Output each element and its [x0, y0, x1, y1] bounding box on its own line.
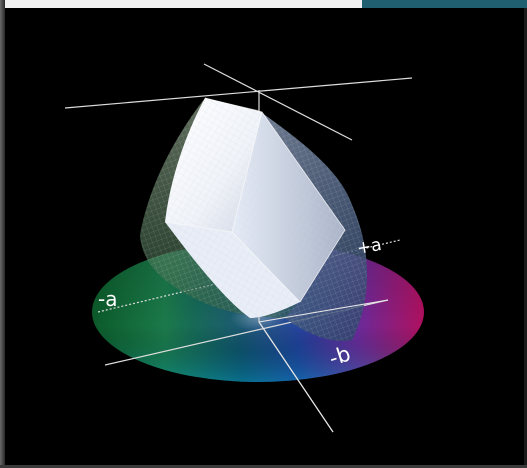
pos-a-axis-label: +a: [355, 235, 383, 259]
l-axis-top-diagonal: [203, 63, 353, 141]
l-axis-top-horizontal: [64, 77, 413, 109]
window-tab-accent: [362, 0, 527, 8]
window-left-border: [0, 0, 5, 468]
front-axis-overlay: [258, 299, 389, 433]
window-right-border: [524, 8, 527, 468]
gamut-solid: [164, 97, 346, 318]
neg-a-axis-label: -a: [98, 287, 117, 311]
window-top-bar: [0, 0, 527, 8]
window-bottom-border: [0, 465, 527, 468]
